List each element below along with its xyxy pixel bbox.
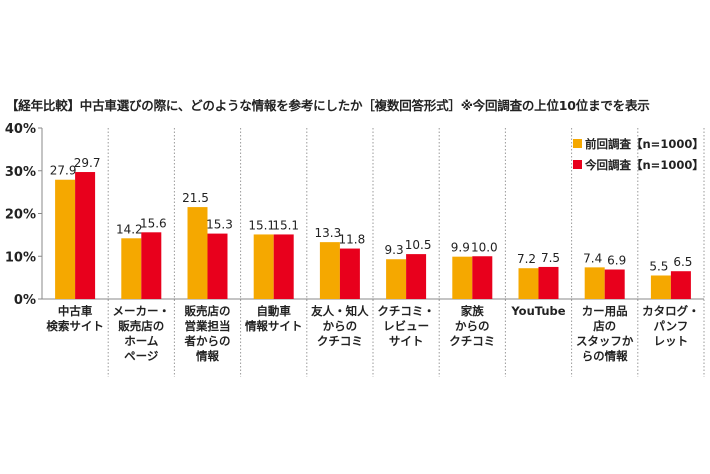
legend-swatch	[573, 139, 582, 148]
data-label: 7.4	[583, 251, 602, 265]
data-label: 14.2	[116, 222, 143, 236]
category-label: からの	[323, 319, 358, 333]
data-label: 10.5	[405, 238, 432, 252]
y-tick-label: 20%	[5, 208, 36, 223]
data-label: 9.3	[385, 243, 404, 257]
bar	[472, 256, 493, 299]
category-label: 営業担当	[185, 319, 231, 333]
category-label: メーカー・	[113, 304, 171, 318]
data-label: 27.9	[50, 164, 77, 178]
bar	[452, 256, 473, 299]
bar	[207, 233, 228, 299]
y-tick-label: 30%	[5, 165, 36, 180]
data-label: 7.5	[541, 251, 560, 265]
legend-label: 前回調査【n=1000】	[585, 137, 704, 151]
bar	[75, 172, 96, 299]
category-label: からの	[455, 319, 490, 333]
category-label: ページ	[124, 349, 159, 363]
bar	[584, 267, 605, 299]
category-label: 友人・知人	[311, 304, 369, 318]
data-label: 15.6	[140, 216, 167, 230]
bar	[386, 259, 407, 299]
legend-label: 今回調査【n=1000】	[584, 158, 704, 172]
bar	[141, 232, 162, 299]
category-label: 店の	[593, 319, 616, 333]
category-label: レット	[654, 334, 689, 348]
category-label: 家族	[461, 304, 484, 318]
y-tick-label: 10%	[5, 250, 36, 265]
category-label: クチコミ	[449, 334, 495, 348]
bar	[319, 242, 340, 299]
category-label: パンフ	[654, 319, 689, 333]
bar	[55, 179, 76, 299]
data-label: 6.9	[607, 254, 626, 268]
chart-title: 【経年比較】中古車選びの際に、どのような情報を参考にしたか［複数回答形式］※今回…	[6, 98, 650, 113]
bar	[518, 268, 539, 299]
bar	[121, 238, 142, 299]
category-label: 情報	[195, 349, 219, 363]
category-label: らの情報	[582, 349, 628, 363]
y-tick-label: 40%	[5, 122, 36, 137]
data-label: 5.5	[649, 259, 668, 273]
category-label: レビュー	[383, 319, 429, 333]
category-label: サイト	[389, 334, 424, 348]
category-label: カタログ・	[642, 304, 700, 318]
data-label: 29.7	[74, 156, 101, 170]
category-label: 者からの	[184, 334, 231, 348]
data-label: 13.3	[315, 226, 342, 240]
bar	[406, 254, 427, 299]
category-label: カー用品	[582, 304, 628, 318]
bar	[650, 275, 671, 299]
category-label: 自動車	[256, 304, 291, 318]
data-label: 10.0	[471, 240, 498, 254]
bar	[339, 248, 360, 299]
data-label: 7.2	[517, 252, 536, 266]
data-label: 9.9	[451, 241, 470, 255]
legend-swatch	[573, 160, 582, 169]
bar	[670, 271, 691, 299]
category-label: 中古車	[58, 304, 93, 318]
category-label: 販売店の	[185, 304, 231, 318]
data-label: 6.5	[673, 255, 692, 269]
data-label: 11.8	[339, 233, 366, 247]
category-label: 販売店の	[118, 319, 164, 333]
category-label: クチコミ	[317, 334, 363, 348]
data-label: 15.1	[272, 218, 299, 232]
data-label: 21.5	[182, 191, 209, 205]
category-label: 情報サイト	[244, 319, 303, 333]
bar	[187, 207, 208, 299]
y-tick-label: 0%	[14, 293, 36, 308]
category-label: スタッフか	[576, 334, 634, 348]
bar	[538, 266, 559, 299]
category-label: 検索サイト	[46, 319, 104, 333]
category-label: クチコミ・	[377, 304, 435, 318]
category-label: YouTube	[510, 304, 565, 318]
bar	[273, 234, 294, 299]
bar	[604, 269, 625, 299]
bar	[253, 234, 274, 299]
data-label: 15.3	[206, 218, 233, 232]
data-label: 15.1	[248, 218, 275, 232]
category-label: ホーム	[124, 334, 159, 348]
